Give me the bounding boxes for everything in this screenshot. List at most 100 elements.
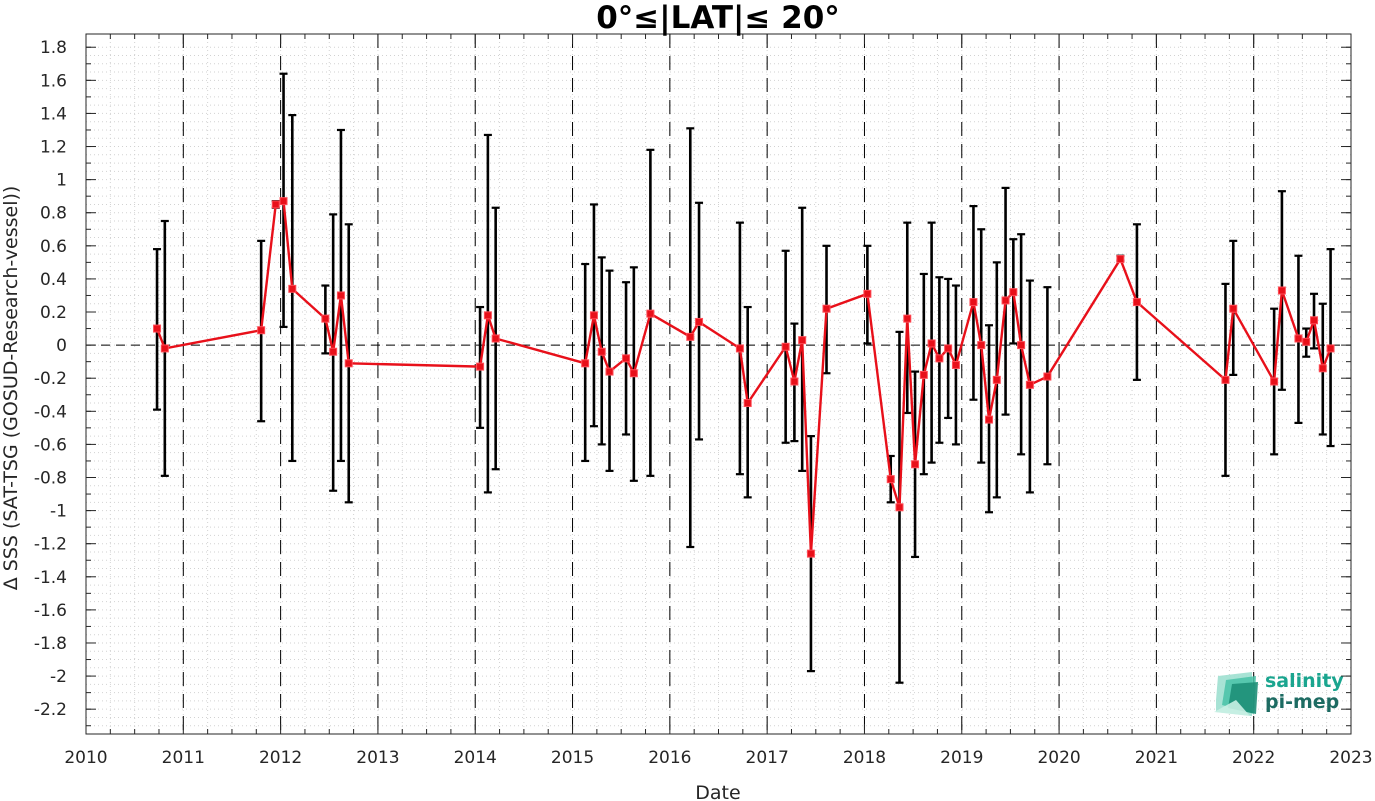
data-point — [483, 311, 492, 320]
data-point — [257, 326, 266, 335]
data-point — [646, 309, 655, 318]
x-tick-labels: 2010 2011 2012 2013 2014 2015 2016 2017 2018 2019… — [64, 748, 1372, 768]
y-axis-label: Δ SSS (SAT-TSG (GOSUD-Research-vessel)) — [0, 186, 22, 591]
x-tick-label: 2018 — [843, 748, 886, 768]
y-tick-label: -1.6 — [34, 601, 67, 621]
data-point — [944, 344, 953, 353]
data-point — [798, 336, 807, 345]
y-tick-label: 1.6 — [40, 71, 67, 91]
x-tick-label: 2022 — [1232, 748, 1275, 768]
data-point — [743, 399, 752, 408]
data-point — [951, 360, 960, 369]
y-tick-label: 0.6 — [40, 237, 67, 257]
data-point — [886, 475, 895, 484]
logo-text-salinity: salinity — [1265, 670, 1344, 692]
data-point — [288, 284, 297, 293]
data-point — [1221, 375, 1230, 384]
data-point — [476, 362, 485, 371]
chart-title: 0°≤|LAT|≤ 20° — [596, 0, 840, 36]
y-tick-label: 0.2 — [40, 303, 67, 323]
x-tick-label: 2011 — [162, 748, 205, 768]
data-point — [985, 415, 994, 424]
y-tick-label: 1.8 — [40, 38, 67, 58]
minor-grid — [85, 34, 1352, 734]
data-point — [1009, 288, 1018, 297]
data-point — [695, 317, 704, 326]
y-tick-label: -1 — [50, 502, 67, 522]
data-point — [153, 324, 162, 333]
x-tick-label: 2012 — [259, 748, 302, 768]
data-point — [491, 334, 500, 343]
x-tick-label: 2010 — [64, 748, 107, 768]
y-tick-label: -1.2 — [34, 535, 67, 555]
data-point — [1001, 296, 1010, 305]
data-point — [822, 304, 831, 313]
data-point — [1017, 341, 1026, 350]
data-point — [1025, 380, 1034, 389]
y-tick-label: -0.6 — [34, 435, 67, 455]
data-point — [589, 311, 598, 320]
data-point — [160, 344, 169, 353]
data-point — [1277, 286, 1286, 295]
data-point — [271, 200, 280, 209]
data-point — [935, 354, 944, 363]
x-tick-label: 2016 — [648, 748, 691, 768]
logo-text-pimep: pi-mep — [1265, 691, 1339, 713]
data-point — [1326, 344, 1335, 353]
data-point — [895, 503, 904, 512]
data-point — [622, 354, 631, 363]
data-point — [344, 359, 353, 368]
y-tick-label: -0.2 — [34, 369, 67, 389]
y-tick-label: -1.4 — [34, 568, 67, 588]
year-lines — [182, 34, 1255, 734]
data-point — [597, 347, 606, 356]
y-tick-label: 0.4 — [40, 270, 67, 290]
data-point — [992, 375, 1001, 384]
data-point — [977, 341, 986, 350]
y-tick-label: -2 — [50, 667, 67, 687]
data-point — [605, 367, 614, 376]
data-point — [1116, 255, 1125, 264]
x-tick-label: 2020 — [1037, 748, 1080, 768]
data-point — [329, 347, 338, 356]
data-point — [1229, 304, 1238, 313]
data-point — [919, 370, 928, 379]
x-tick-label: 2017 — [746, 748, 789, 768]
x-tick-label: 2023 — [1329, 748, 1372, 768]
data-point — [911, 460, 920, 469]
data-point — [321, 314, 330, 323]
data-point — [1318, 364, 1327, 373]
y-tick-label: -0.4 — [34, 402, 67, 422]
x-tick-label: 2021 — [1135, 748, 1178, 768]
y-tick-label: 0.8 — [40, 204, 67, 224]
salinity-pi-mep-logo: salinity pi-mep — [1214, 670, 1344, 716]
data-point — [629, 369, 638, 378]
y-tick-label: 1.4 — [40, 104, 67, 124]
data-point — [686, 332, 695, 341]
data-point — [279, 197, 288, 206]
x-tick-label: 2014 — [454, 748, 497, 768]
x-axis-label: Date — [695, 782, 740, 801]
data-point — [1310, 316, 1319, 325]
y-tick-label: -0.8 — [34, 468, 67, 488]
data-point — [806, 549, 815, 558]
y-tick-label: 1.2 — [40, 138, 67, 158]
data-point — [581, 359, 590, 368]
data-point — [1270, 377, 1279, 386]
x-tick-label: 2019 — [940, 748, 983, 768]
data-point — [790, 377, 799, 386]
axis-ticks — [85, 34, 1352, 734]
data-point — [927, 339, 936, 348]
y-tick-label: 1 — [56, 171, 67, 191]
data-point — [1294, 334, 1303, 343]
data-point — [903, 314, 912, 323]
data-point — [781, 342, 790, 351]
y-tick-labels: 1.8 1.6 1.4 1.2 1 0.8 0.6 0.4 0.2 0 -0.2 -0.4 -0.6 -0… — [34, 38, 67, 720]
data-point — [336, 291, 345, 300]
data-point — [1043, 372, 1052, 381]
wave-icon — [1214, 672, 1258, 716]
y-tick-label: 0 — [56, 336, 67, 356]
data-point — [1302, 337, 1311, 346]
data-point — [1132, 298, 1141, 307]
